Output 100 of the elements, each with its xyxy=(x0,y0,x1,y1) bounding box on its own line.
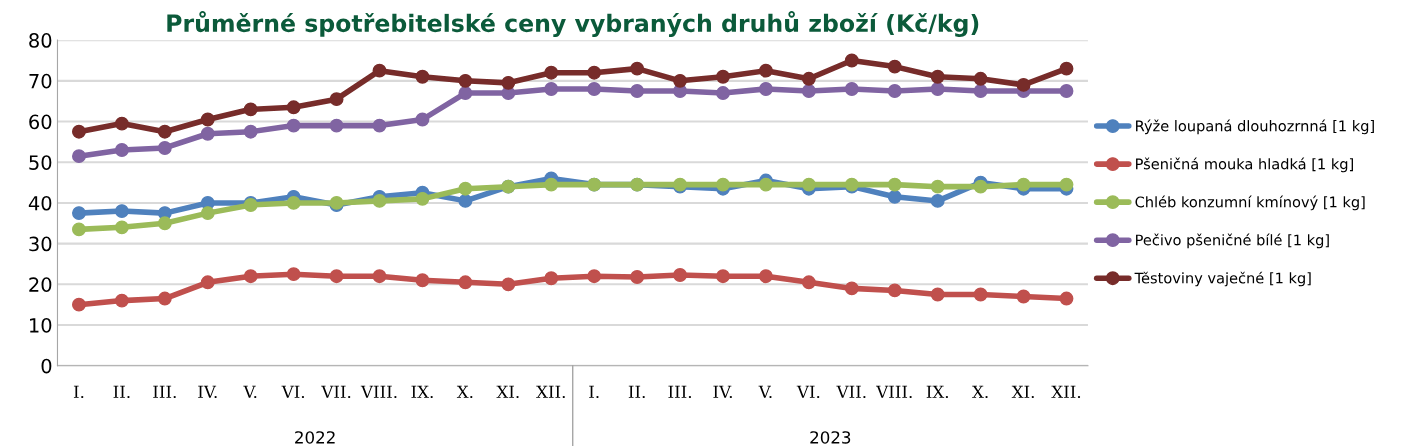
point xyxy=(286,100,301,115)
point xyxy=(72,124,86,139)
y-tick-label: 40 xyxy=(28,195,52,211)
point xyxy=(1059,84,1074,98)
y-tick-label: 50 xyxy=(29,155,52,170)
x-tick-label: XII. xyxy=(1051,385,1081,399)
x-tick-label: VII. xyxy=(836,385,866,399)
point xyxy=(372,63,387,78)
point xyxy=(157,124,172,139)
x-tick-label: XI. xyxy=(1011,385,1034,399)
point xyxy=(758,82,773,96)
x-tick-label: IV. xyxy=(713,385,732,399)
point xyxy=(544,82,559,96)
point xyxy=(501,75,516,90)
point xyxy=(716,69,730,84)
point xyxy=(844,281,859,296)
x-tick-label: VIII. xyxy=(876,385,912,399)
legend-label: Pšeničná mouka hladká [1 kg] xyxy=(1136,157,1353,173)
point xyxy=(1016,77,1031,92)
x-tick-label: V. xyxy=(243,385,257,399)
point xyxy=(1059,177,1074,192)
y-tick-label: 30 xyxy=(29,236,52,252)
y-tick-label: 10 xyxy=(30,317,52,333)
x-tick-label: VIII. xyxy=(360,385,397,399)
point xyxy=(887,177,902,192)
y-tick-label: 80 xyxy=(29,33,52,48)
point xyxy=(415,273,430,288)
legend-label: Pečivo pšeničné bílé [1 kg] xyxy=(1136,233,1329,249)
point xyxy=(758,177,773,192)
point xyxy=(544,65,559,80)
x-tick-label: VI. xyxy=(796,385,820,399)
chart-title: Průměrné spotřebitelské ceny vybraných druhů zboží (Kč/kg) xyxy=(167,11,979,37)
x-tick-label: X. xyxy=(456,385,473,399)
point xyxy=(930,69,945,84)
point xyxy=(716,269,730,284)
point xyxy=(630,61,645,76)
point xyxy=(973,71,988,86)
point xyxy=(458,73,473,88)
point xyxy=(200,275,215,290)
point xyxy=(114,143,129,157)
text: 2023 xyxy=(810,431,851,444)
point xyxy=(329,269,344,284)
point xyxy=(200,206,215,221)
point xyxy=(801,71,816,86)
point xyxy=(758,269,773,284)
point xyxy=(243,269,258,284)
point xyxy=(801,177,816,192)
point xyxy=(673,73,688,88)
x-tick-label: X. xyxy=(972,385,988,399)
x-tick-label: III. xyxy=(668,385,692,399)
point xyxy=(372,193,387,208)
point xyxy=(758,63,773,78)
x-tick-label: VI. xyxy=(281,385,305,399)
point xyxy=(716,86,730,100)
point xyxy=(501,277,516,292)
point xyxy=(415,69,430,84)
point xyxy=(1059,61,1074,76)
point xyxy=(458,86,473,100)
legend-label: Chléb konzumní kmínový [1 kg] xyxy=(1135,195,1365,211)
x-tick-label: IX. xyxy=(926,385,948,399)
x-tick-label: II. xyxy=(113,385,130,399)
point xyxy=(630,270,645,284)
point xyxy=(887,283,902,298)
point xyxy=(114,204,129,219)
point xyxy=(286,267,301,282)
point xyxy=(973,179,988,194)
point xyxy=(200,126,215,141)
point xyxy=(887,59,902,74)
point xyxy=(157,291,172,306)
point xyxy=(930,287,945,302)
y-tick-label: 70 xyxy=(29,73,52,89)
point xyxy=(114,116,129,131)
point xyxy=(458,181,473,196)
point xyxy=(243,124,258,139)
point xyxy=(372,269,387,284)
y-tick-label: 20 xyxy=(29,277,52,292)
point xyxy=(157,216,172,231)
point xyxy=(801,275,816,290)
x-tick-label: III. xyxy=(153,385,176,399)
point xyxy=(329,92,344,107)
x-tick-label: IV. xyxy=(198,385,217,399)
point xyxy=(973,287,988,302)
point xyxy=(114,220,129,235)
point xyxy=(72,149,86,164)
point xyxy=(716,177,730,192)
point xyxy=(157,141,172,155)
point xyxy=(930,193,945,208)
point xyxy=(844,53,859,68)
point xyxy=(887,84,902,98)
point xyxy=(587,269,602,284)
point xyxy=(114,293,129,308)
point xyxy=(415,191,430,206)
point xyxy=(673,268,688,282)
point xyxy=(544,177,559,192)
point xyxy=(844,82,859,96)
point xyxy=(801,84,816,98)
point xyxy=(544,271,559,286)
point xyxy=(973,84,988,98)
point xyxy=(1016,177,1031,192)
point xyxy=(286,195,301,210)
